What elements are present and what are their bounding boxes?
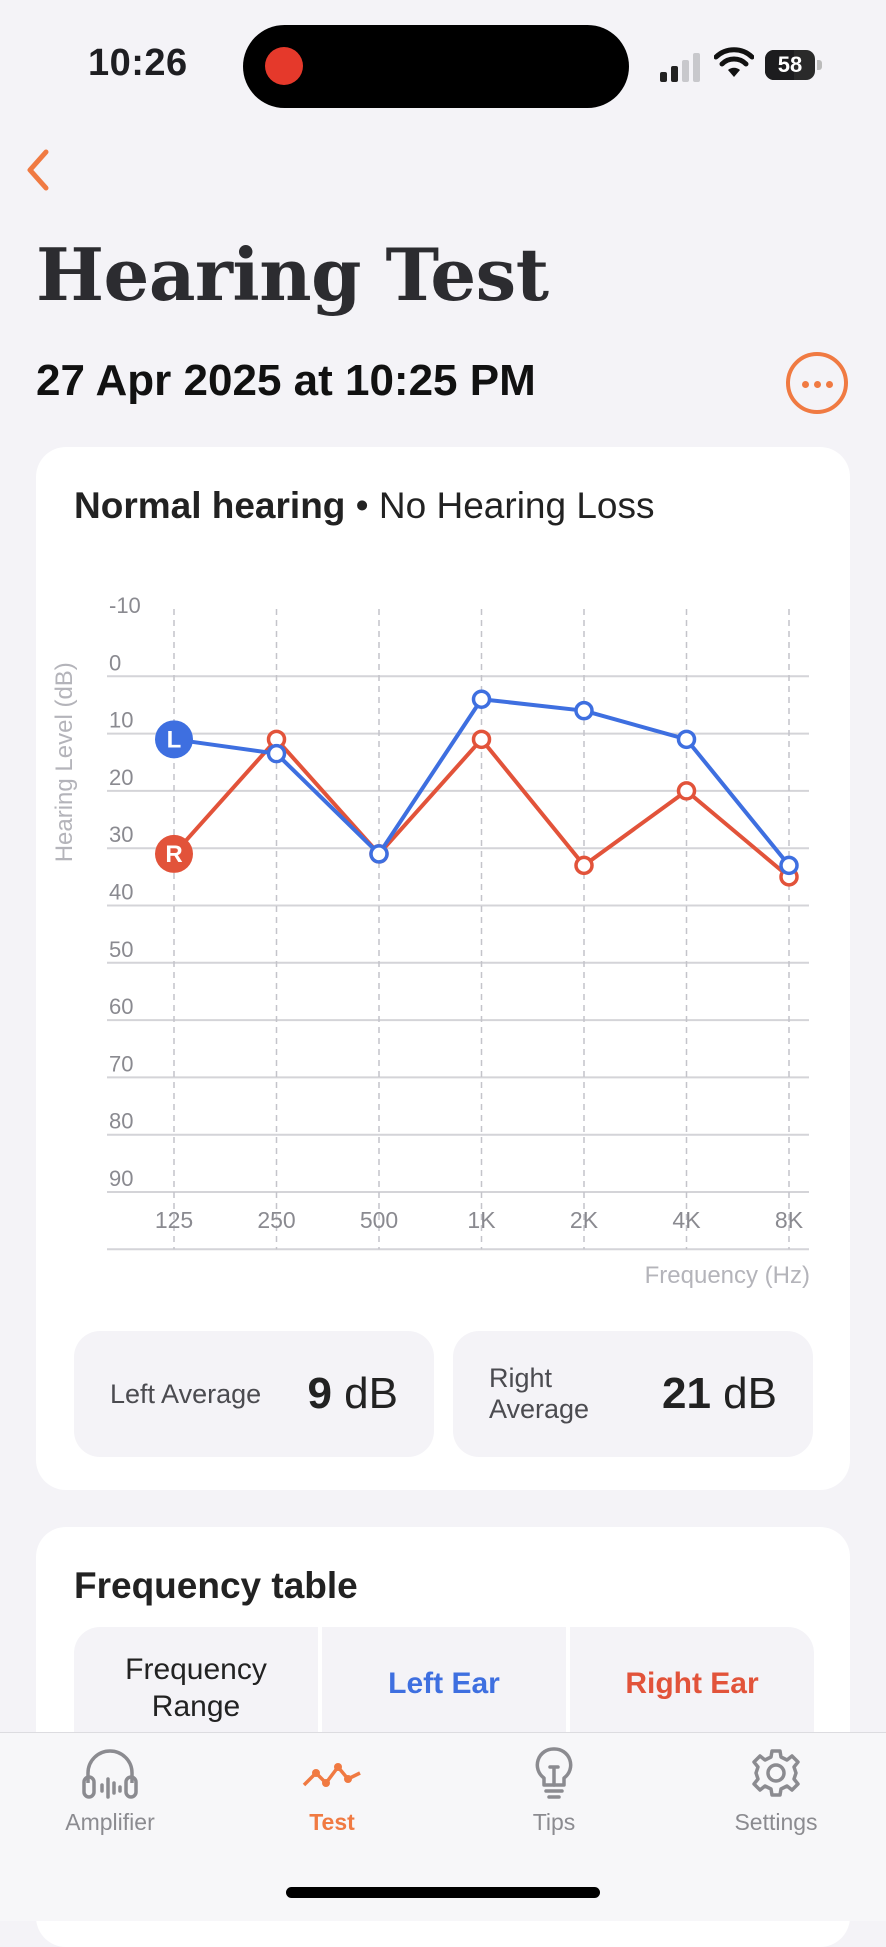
x-tick-label: 8K: [775, 1207, 804, 1233]
tab-test[interactable]: Test: [242, 1745, 422, 1855]
right-average-unit: dB: [710, 1369, 777, 1418]
right-average-label: Right Average: [489, 1363, 589, 1425]
data-point-l: [471, 689, 492, 709]
series-badge-l: [155, 720, 193, 759]
left-average-number: 9: [307, 1369, 332, 1418]
dynamic-island: [243, 25, 629, 108]
x-tick-label: 125: [155, 1207, 193, 1233]
audiogram-card: Normal hearing • No Hearing Loss -10 0 10 2…: [36, 447, 850, 1490]
table-header-right-ear: Right Ear: [570, 1627, 814, 1747]
y-tick-label: 80: [109, 1109, 133, 1134]
tab-settings[interactable]: Settings: [686, 1745, 866, 1855]
header-range-line1: Frequency: [125, 1653, 267, 1686]
data-point-r: [574, 855, 594, 876]
right-average-value: 21 dB: [662, 1369, 777, 1419]
data-point-l: [779, 855, 799, 876]
series-badge-label-l: L: [167, 726, 182, 753]
y-tick-label: 10: [109, 708, 133, 733]
data-point-l: [574, 700, 594, 721]
y-tick-label: 0: [109, 650, 121, 675]
left-average-card: Left Average 9 dB: [74, 1331, 434, 1457]
left-average-label: Left Average: [110, 1379, 262, 1409]
x-axis-label: Frequency (Hz): [645, 1262, 810, 1289]
tab-tips[interactable]: Tips: [464, 1745, 644, 1855]
x-axis-ticks: 125 250 500 1K 2K 4K 8K: [155, 1207, 804, 1233]
test-date: 27 Apr 2025 at 10:25 PM: [36, 356, 536, 405]
tab-label-settings: Settings: [734, 1809, 818, 1835]
table-header-frequency-range: Frequency Range: [74, 1627, 318, 1747]
grid-horizontal: [107, 675, 809, 1251]
cellular-signal-icon: [660, 53, 700, 82]
tab-label-test: Test: [309, 1809, 355, 1835]
home-indicator[interactable]: [286, 1887, 600, 1898]
data-point-l: [266, 743, 287, 764]
y-tick-label: 60: [109, 994, 133, 1019]
x-tick-label: 2K: [570, 1207, 599, 1233]
x-tick-label: 500: [360, 1207, 398, 1233]
y-tick-label: 40: [109, 880, 133, 905]
status-bar: 10:26 58: [0, 0, 886, 120]
x-tick-label: 4K: [672, 1207, 701, 1233]
x-tick-label: 1K: [467, 1207, 496, 1233]
data-point-r: [471, 729, 492, 750]
tab-amplifier[interactable]: Amplifier: [20, 1745, 200, 1855]
right-average-label-line2: Average: [489, 1394, 590, 1424]
hearing-classification: Normal hearing • No Hearing Loss: [74, 485, 655, 527]
data-point-l: [676, 729, 697, 750]
classification-separator: •: [345, 485, 379, 526]
tab-label-tips: Tips: [532, 1809, 576, 1835]
back-chevron-icon[interactable]: [14, 140, 58, 200]
y-tick-label: -10: [109, 593, 141, 618]
right-average-label-line1: Right: [489, 1363, 553, 1393]
y-axis-label: Hearing Level (dB): [51, 662, 78, 862]
header-range-line2: Range: [151, 1690, 241, 1723]
y-axis-ticks: -10 0 10 20 30 40 50 60 70 80 90: [109, 593, 141, 1191]
audiogram-chart: -10 0 10 20 30 40 50 60 70 80 90 125 250 500 1K 2K 4K 8K…: [51, 593, 810, 1289]
y-tick-label: 70: [109, 1051, 133, 1076]
series-badge-label-r: R: [165, 841, 182, 868]
recording-indicator-icon: [265, 47, 303, 85]
header-left-ear: Left Ear: [388, 1667, 500, 1700]
headphones-icon: [82, 1749, 138, 1799]
classification-detail: No Hearing Loss: [378, 485, 655, 526]
x-tick-label: 250: [257, 1207, 295, 1233]
right-average-card: Right Average 21 dB: [453, 1331, 813, 1457]
left-average-unit: dB: [331, 1369, 398, 1418]
lightbulb-icon: [535, 1747, 573, 1799]
left-average-value: 9 dB: [307, 1369, 398, 1419]
wave-icon: [302, 1763, 361, 1787]
series-badge-r: [155, 834, 193, 873]
more-options-button[interactable]: [786, 352, 848, 414]
battery-level: 58: [777, 52, 803, 77]
table-header-left-ear: Left Ear: [322, 1627, 566, 1747]
y-tick-label: 50: [109, 937, 133, 962]
page-title: Hearing Test: [36, 232, 549, 317]
chart-series: RL: [155, 689, 799, 887]
y-tick-label: 20: [109, 765, 133, 790]
header-right-ear: Right Ear: [625, 1667, 759, 1700]
y-tick-label: 30: [109, 822, 133, 847]
y-tick-label: 90: [109, 1166, 133, 1191]
status-time: 10:26: [88, 42, 188, 84]
data-point-l: [369, 844, 389, 864]
data-point-r: [676, 781, 697, 801]
wifi-icon: [714, 47, 754, 77]
tab-label-amplifier: Amplifier: [65, 1809, 155, 1835]
frequency-table-title: Frequency table: [74, 1565, 358, 1606]
grid-vertical: [173, 609, 790, 1250]
gear-icon: [752, 1749, 800, 1797]
right-average-number: 21: [662, 1369, 711, 1418]
battery-icon: 58: [765, 50, 823, 80]
classification-label: Normal hearing: [74, 485, 346, 526]
